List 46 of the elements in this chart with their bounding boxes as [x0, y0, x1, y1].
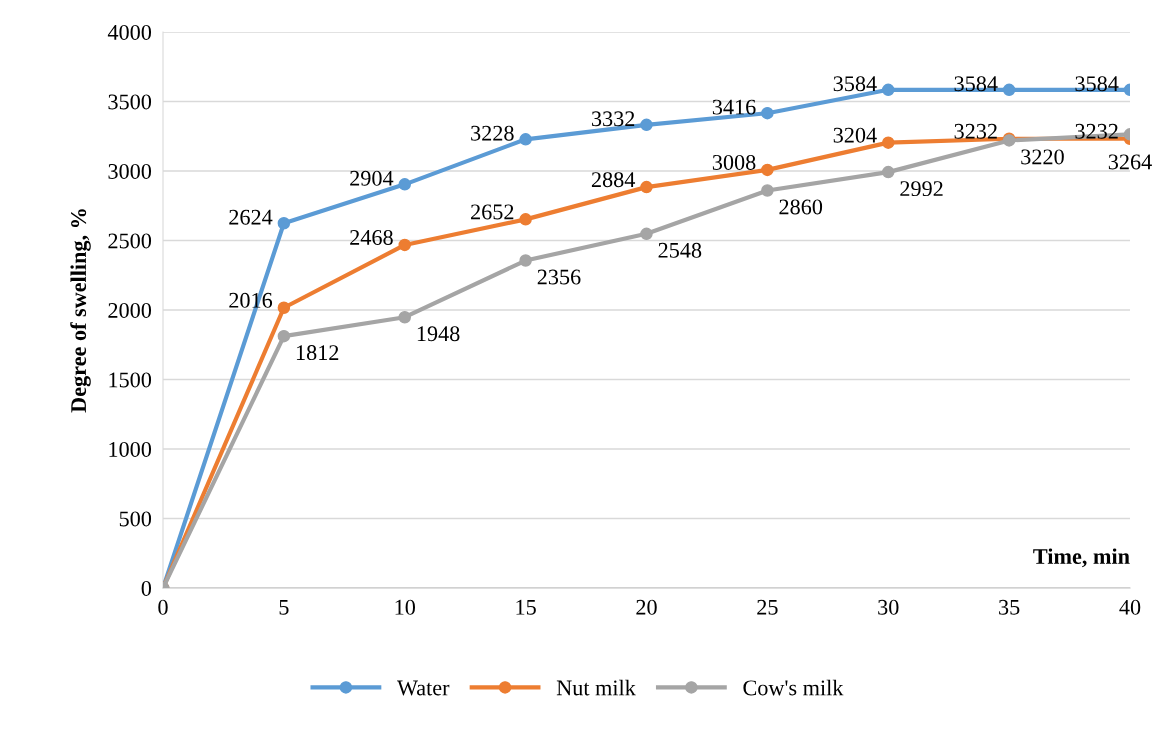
x-axis-title: Time, min — [1033, 548, 1130, 568]
data-label: 3264 — [1108, 154, 1152, 170]
x-tick-label: 30 — [878, 599, 899, 615]
data-label: 3584 — [1075, 76, 1119, 92]
x-tick-label: 0 — [158, 599, 168, 615]
legend-label: Nut milk — [556, 679, 636, 696]
data-label: 3416 — [712, 99, 756, 115]
data-label: 1812 — [296, 345, 339, 361]
x-tick-label: 40 — [1119, 599, 1141, 615]
data-label: 3584 — [954, 76, 998, 92]
data-label: 3220 — [1021, 149, 1064, 165]
data-label: 2860 — [779, 199, 823, 215]
y-tick-label: 4000 — [107, 24, 152, 40]
data-label: 2992 — [900, 181, 943, 197]
data-label: 3204 — [833, 127, 877, 143]
data-label: 2468 — [350, 229, 393, 245]
y-tick-label: 3500 — [108, 94, 152, 110]
data-label: 2548 — [658, 242, 702, 258]
y-axis-title: Degree of swelling, % — [70, 209, 91, 413]
y-tick-label: 500 — [119, 511, 152, 527]
legend-label: Water — [397, 680, 450, 696]
data-label: 2652 — [471, 204, 514, 220]
y-tick-label: 3000 — [108, 163, 152, 179]
data-label: 3228 — [471, 125, 514, 141]
data-label: 3008 — [712, 154, 756, 170]
data-label: 3584 — [833, 76, 877, 92]
y-tick-label: 1000 — [109, 441, 152, 457]
legend-label: Cow's milk — [743, 679, 844, 696]
data-label: 2884 — [591, 172, 636, 188]
y-tick-label: 2000 — [108, 302, 152, 318]
y-tick-label: 0 — [141, 580, 152, 596]
data-label: 1948 — [417, 326, 460, 342]
y-tick-label: 2500 — [108, 233, 152, 249]
x-tick-label: 15 — [516, 599, 536, 615]
x-tick-label: 10 — [395, 599, 416, 615]
data-label: 2624 — [229, 209, 273, 225]
y-tick-label: 1500 — [109, 372, 152, 388]
data-label: 2904 — [350, 170, 394, 186]
x-tick-label: 20 — [636, 599, 657, 615]
data-label: 3332 — [592, 111, 635, 127]
data-label: 3232 — [1075, 123, 1118, 139]
data-label: 3232 — [954, 123, 997, 139]
x-tick-label: 35 — [999, 599, 1020, 615]
x-tick-label: 5 — [279, 599, 289, 615]
x-tick-label: 25 — [757, 599, 778, 615]
data-label: 2356 — [537, 269, 581, 285]
